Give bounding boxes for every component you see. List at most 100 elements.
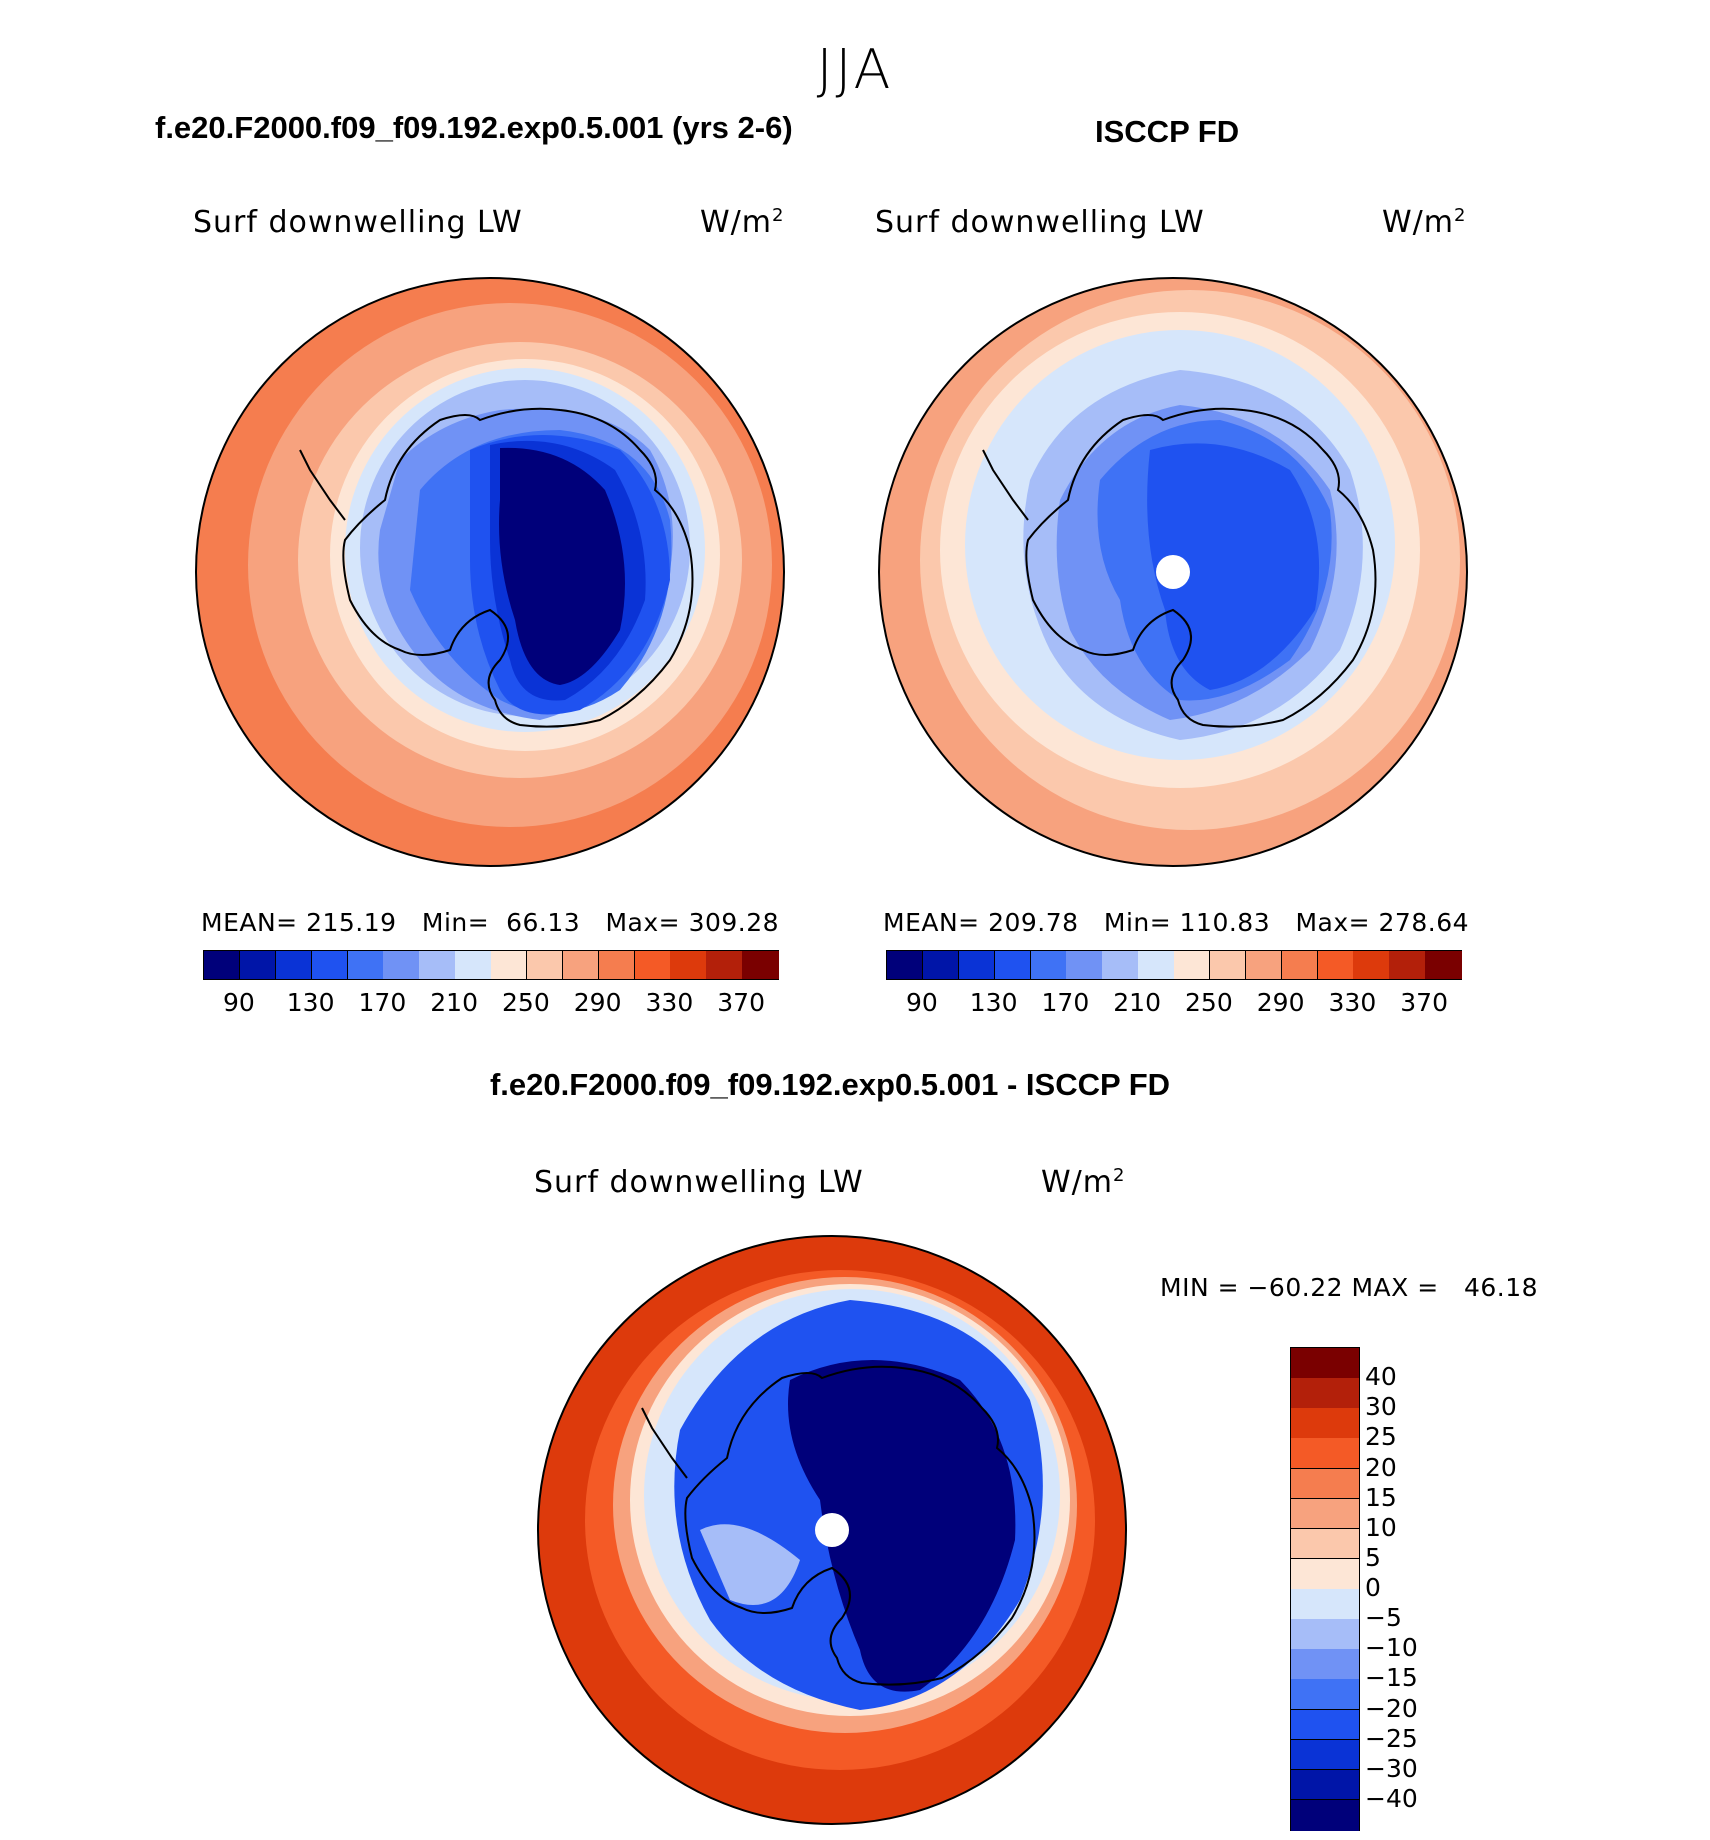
model-colorbar-cell xyxy=(275,951,313,979)
model-stats: MEAN= 215.19 Min= 66.13 Max= 309.28 xyxy=(201,908,780,937)
obs-colorbar-cell xyxy=(1281,951,1318,979)
model-panel-title: f.e20.F2000.f09_f09.192.exp0.5.001 (yrs … xyxy=(155,110,793,145)
diff-colorbar-tick-label: −25 xyxy=(1365,1723,1418,1753)
model-colorbar-tick-label: 210 xyxy=(430,988,478,1017)
obs-colorbar-cell xyxy=(1425,951,1462,979)
diff-panel-title: f.e20.F2000.f09_f09.192.exp0.5.001 - ISC… xyxy=(489,1067,1171,1102)
obs-colorbar-tick-label: 130 xyxy=(969,988,1018,1017)
model-colorbar-cell xyxy=(706,951,743,979)
diff-map-border xyxy=(537,1235,1127,1825)
diff-colorbar-tick-label: −40 xyxy=(1365,1783,1418,1813)
model-colorbar-cell xyxy=(383,951,420,979)
model-colorbar-cell xyxy=(742,951,779,979)
obs-peninsula xyxy=(982,449,1029,521)
diff-units-label: W/m2 xyxy=(1041,1165,1126,1200)
model-colorbar xyxy=(203,950,779,980)
diff-colorbar-cell xyxy=(1291,1378,1359,1409)
model-colorbar-cell xyxy=(239,951,277,979)
obs-colorbar-tick-label: 250 xyxy=(1185,988,1233,1017)
diff-colorbar-cell xyxy=(1291,1619,1359,1650)
obs-colorbar-cell xyxy=(1066,951,1103,979)
diff-colorbar-tick-label: 5 xyxy=(1365,1542,1381,1572)
model-colorbar-tick-label: 170 xyxy=(358,988,407,1017)
obs-colorbar-tick-label: 370 xyxy=(1400,988,1448,1017)
diff-colorbar-cell xyxy=(1291,1589,1359,1620)
diff-colorbar-ticks: 40 30 25 20 15 10 5 0 −5 −10 −15 −20 −25 −30 −40 xyxy=(1365,1347,1435,1829)
obs-variable-label: Surf downwelling LW xyxy=(875,205,1205,240)
model-core xyxy=(499,447,625,685)
model-variable-label: Surf downwelling LW xyxy=(193,205,523,240)
diff-variable-label: Surf downwelling LW xyxy=(534,1165,864,1200)
model-colorbar-cell xyxy=(455,951,492,979)
diff-colorbar-cell xyxy=(1291,1799,1359,1831)
diff-stats: MIN = −60.22 MAX = 46.18 xyxy=(1160,1273,1539,1302)
model-colorbar-cell xyxy=(347,951,384,979)
obs-colorbar-cell xyxy=(1353,951,1390,979)
diff-colorbar-tick-label: −30 xyxy=(1365,1753,1418,1783)
model-colorbar-ticks: 90 130 170 210 250 290 330 370 xyxy=(203,988,777,1018)
obs-map xyxy=(879,278,1467,866)
diff-antarctica-coast xyxy=(684,1365,1036,1686)
obs-colorbar-cell xyxy=(1245,951,1283,979)
obs-stats: MEAN= 209.78 Min= 110.83 Max= 278.64 xyxy=(883,908,1470,937)
model-colorbar-cell xyxy=(204,951,241,979)
model-colorbar-tick-label: 90 xyxy=(222,988,255,1017)
model-colorbar-tick-label: 330 xyxy=(645,988,694,1017)
diff-colorbar-cell xyxy=(1291,1348,1359,1379)
diff-colorbar-cell xyxy=(1291,1739,1359,1771)
obs-colorbar-tick-label: 90 xyxy=(905,988,938,1017)
model-map-border xyxy=(195,277,785,867)
diff-colorbar-cell xyxy=(1291,1709,1359,1741)
obs-colorbar-cell xyxy=(1030,951,1067,979)
diff-colorbar-tick-label: −20 xyxy=(1365,1693,1418,1723)
obs-colorbar-cell xyxy=(1138,951,1175,979)
diff-colorbar-tick-label: 40 xyxy=(1365,1362,1397,1392)
model-colorbar-cell xyxy=(634,951,671,979)
model-colorbar-tick-label: 370 xyxy=(717,988,765,1017)
obs-colorbar-tick-label: 170 xyxy=(1041,988,1090,1017)
model-colorbar-cell xyxy=(491,951,528,979)
obs-antarctica-coast xyxy=(1025,407,1377,728)
diff-core xyxy=(788,1360,1016,1692)
diff-colorbar-tick-label: −15 xyxy=(1365,1663,1418,1693)
obs-colorbar-cell xyxy=(1102,951,1139,979)
obs-colorbar-cell xyxy=(887,951,924,979)
obs-colorbar-cell xyxy=(994,951,1031,979)
season-title: JJA xyxy=(816,38,894,101)
obs-colorbar xyxy=(886,950,1462,980)
diff-colorbar-cell xyxy=(1291,1498,1359,1530)
obs-units-label: W/m2 xyxy=(1382,205,1467,240)
model-colorbar-cell xyxy=(598,951,635,979)
diff-colorbar-tick-label: 20 xyxy=(1365,1452,1397,1482)
obs-colorbar-cell xyxy=(1389,951,1426,979)
obs-colorbar-ticks: 90 130 170 210 250 290 330 370 xyxy=(886,988,1460,1018)
diff-light-patch xyxy=(700,1524,800,1605)
diff-pole-hole xyxy=(815,1513,849,1547)
diff-colorbar-tick-label: 10 xyxy=(1365,1512,1397,1542)
obs-colorbar-cell xyxy=(922,951,960,979)
obs-colorbar-tick-label: 330 xyxy=(1328,988,1377,1017)
diff-colorbar-cell xyxy=(1291,1528,1359,1560)
obs-colorbar-cell xyxy=(1174,951,1211,979)
model-antarctica-coast xyxy=(342,407,694,728)
model-colorbar-cell xyxy=(526,951,564,979)
model-colorbar-cell xyxy=(311,951,348,979)
model-colorbar-cell xyxy=(419,951,456,979)
diff-colorbar-cell xyxy=(1291,1649,1359,1680)
diff-colorbar-tick-label: −5 xyxy=(1365,1603,1402,1633)
diff-colorbar-cell xyxy=(1291,1769,1359,1801)
diff-colorbar-tick-label: 15 xyxy=(1365,1482,1397,1512)
diff-colorbar xyxy=(1290,1347,1360,1831)
model-units-label: W/m2 xyxy=(700,205,785,240)
obs-colorbar-tick-label: 290 xyxy=(1256,988,1305,1017)
obs-map-border xyxy=(878,277,1468,867)
obs-colorbar-cell xyxy=(958,951,996,979)
diff-colorbar-cell xyxy=(1291,1468,1359,1500)
obs-panel-title: ISCCP FD xyxy=(1095,114,1240,149)
diff-colorbar-tick-label: 25 xyxy=(1365,1422,1397,1452)
model-colorbar-tick-label: 290 xyxy=(573,988,622,1017)
model-map xyxy=(196,278,784,866)
diff-colorbar-cell xyxy=(1291,1679,1359,1710)
diff-colorbar-tick-label: 0 xyxy=(1365,1573,1381,1602)
obs-colorbar-cell xyxy=(1209,951,1247,979)
